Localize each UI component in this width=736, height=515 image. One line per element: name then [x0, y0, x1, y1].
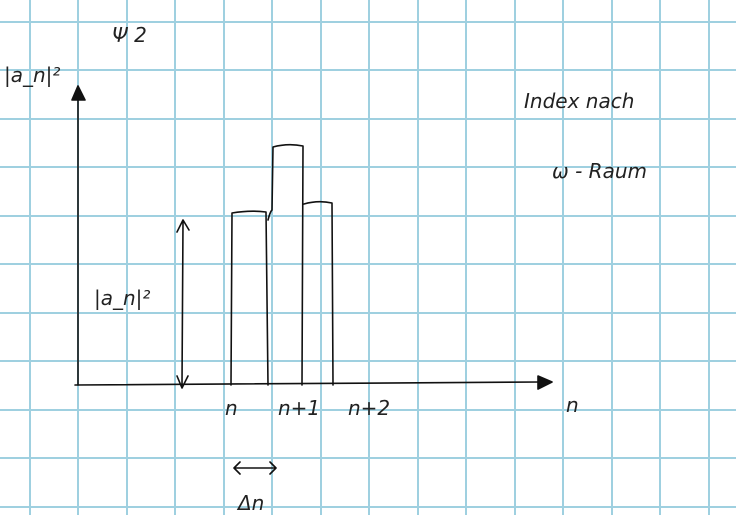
sketch: |a_n|² Ψ 2 Index nach ω - Raum |a_n|² n … — [0, 0, 736, 515]
y-arrow — [72, 86, 85, 100]
tick-label: n+1 — [278, 396, 320, 420]
note: ω - Raum — [552, 159, 647, 183]
tick-label: n+2 — [348, 396, 390, 420]
bar — [231, 211, 268, 385]
x-axis-label: n — [566, 393, 579, 417]
height-arrow — [177, 220, 189, 388]
height-label: |a_n|² — [94, 286, 150, 310]
x-arrow — [538, 376, 552, 389]
y-axis-label: |a_n|² — [4, 63, 60, 87]
top-label: Ψ 2 — [112, 23, 147, 47]
spacing-label: Δn — [236, 491, 264, 515]
note: Index nach — [524, 89, 634, 113]
x-axis — [75, 382, 540, 385]
spacing-arrow — [234, 462, 276, 474]
graph-paper — [0, 0, 736, 515]
bar — [304, 202, 333, 385]
tick-label: n — [225, 396, 238, 420]
